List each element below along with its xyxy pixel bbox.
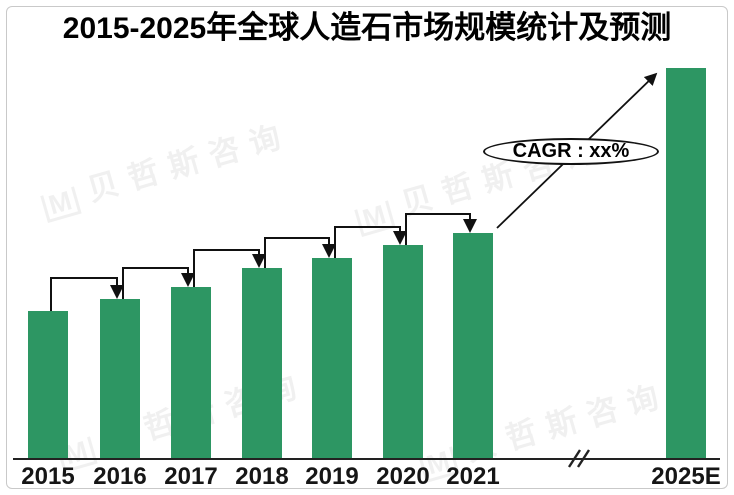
cagr-ellipse-label: CAGR : xx% xyxy=(483,138,659,165)
chart-title-years: 2015-2025 xyxy=(62,12,207,45)
x-axis-label-2016: 2016 xyxy=(93,463,147,490)
x-axis-label-2017: 2017 xyxy=(164,463,218,490)
watermark-logo-icon: M xyxy=(354,199,396,237)
chart-title: 2015-2025年全球人造石市场规模统计及预测 xyxy=(0,10,734,45)
bar-2020 xyxy=(383,245,423,459)
bar-2017 xyxy=(171,287,211,459)
cagr-label-text: CAGR : xx% xyxy=(512,140,630,162)
chart-title-text: 年全球人造石市场规模统计及预测 xyxy=(206,10,672,46)
bar-2018 xyxy=(242,268,282,459)
x-axis-label-2015: 2015 xyxy=(21,463,75,490)
x-axis-label-2020: 2020 xyxy=(376,463,430,490)
bar-2025E xyxy=(666,68,706,459)
x-axis-label-2018: 2018 xyxy=(235,463,289,490)
x-axis-label-2019: 2019 xyxy=(305,463,359,490)
x-axis-label-2025E: 2025E xyxy=(651,463,721,490)
bar-2019 xyxy=(312,258,352,459)
bar-2015 xyxy=(28,311,68,459)
x-axis-label-2021: 2021 xyxy=(446,463,500,490)
watermark: M 贝哲斯咨询 xyxy=(36,109,296,223)
watermark-logo-icon: M xyxy=(40,185,82,223)
bar-2021 xyxy=(453,233,493,459)
bar-2016 xyxy=(100,299,140,459)
watermark-text: 贝哲斯咨询 xyxy=(83,116,295,208)
